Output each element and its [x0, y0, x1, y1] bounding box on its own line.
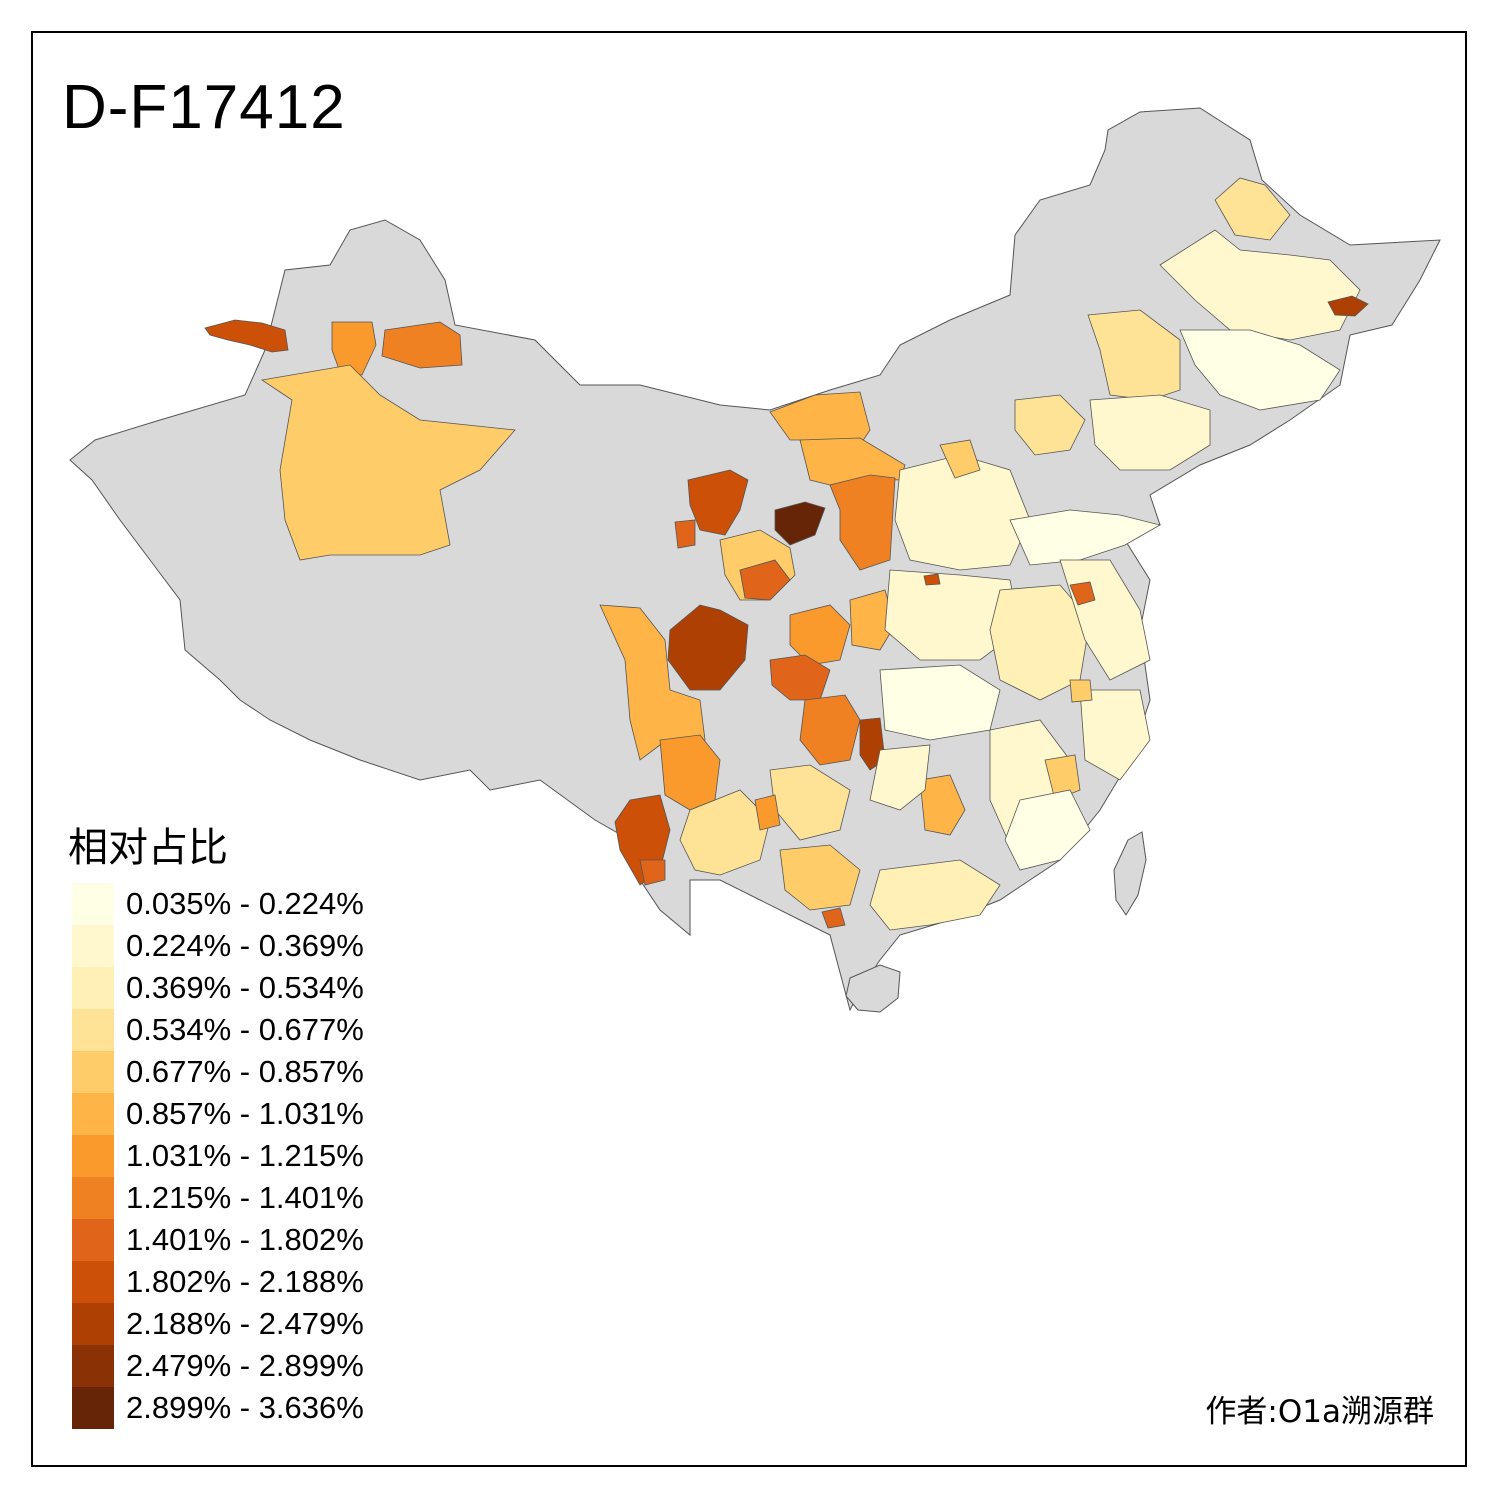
legend-label: 0.857% - 1.031%: [126, 1096, 364, 1131]
region-fujian: [1004, 789, 1091, 871]
region-guizhou-b: [754, 794, 781, 831]
legend-label: 1.401% - 1.802%: [126, 1222, 364, 1257]
region-zhejiang: [1079, 689, 1151, 781]
legend: 0.035% - 0.224% 0.224% - 0.369% 0.369% -…: [72, 883, 364, 1429]
region-yunnan-center: [679, 789, 771, 876]
region-guangdong: [869, 859, 1001, 931]
taiwan-island: [1113, 831, 1147, 916]
region-heilongjiang: [1159, 229, 1361, 341]
hainan-island: [845, 964, 901, 1013]
map-title: D-F17412: [62, 73, 346, 142]
region-gansu-small: [674, 519, 696, 549]
region-anhui-b: [1069, 679, 1093, 703]
region-beihai: [821, 907, 846, 929]
region-bortala: [204, 319, 289, 353]
region-yushu: [667, 604, 749, 691]
legend-item: 0.369% - 0.534%: [72, 967, 364, 1009]
region-hulunbuir: [1087, 309, 1181, 401]
region-longnan: [739, 559, 791, 601]
legend-label: 2.188% - 2.479%: [126, 1306, 364, 1341]
legend-item: 0.534% - 0.677%: [72, 1009, 364, 1051]
region-wuhai: [774, 501, 826, 546]
legend-label: 0.369% - 0.534%: [126, 970, 364, 1005]
region-anhui: [989, 584, 1091, 701]
legend-swatch: [72, 1009, 114, 1051]
legend-swatch: [72, 925, 114, 967]
region-shanxi-a: [849, 589, 896, 651]
legend-item: 2.479% - 2.899%: [72, 1345, 364, 1387]
region-altay: [381, 321, 463, 369]
legend-label: 1.802% - 2.188%: [126, 1264, 364, 1299]
region-dehong: [639, 859, 666, 886]
region-chifeng: [1014, 394, 1086, 456]
legend-item: 1.215% - 1.401%: [72, 1177, 364, 1219]
legend-swatch: [72, 1303, 114, 1345]
region-jiuquan: [687, 469, 749, 536]
legend-label: 0.035% - 0.224%: [126, 886, 364, 921]
region-zhangjiakou: [939, 439, 981, 479]
region-shandong: [1009, 509, 1162, 566]
legend-swatch: [72, 1219, 114, 1261]
region-shaanxi-a: [789, 604, 851, 666]
region-alxa-a: [769, 391, 871, 446]
region-guangxi: [779, 844, 861, 911]
legend-swatch: [72, 1261, 114, 1303]
legend-item: 0.677% - 0.857%: [72, 1051, 364, 1093]
legend-label: 0.534% - 0.677%: [126, 1012, 364, 1047]
legend-label: 0.224% - 0.369%: [126, 928, 364, 963]
legend-item: 1.031% - 1.215%: [72, 1135, 364, 1177]
region-daxinganling: [1214, 177, 1291, 241]
region-shanxi-small: [923, 573, 941, 586]
legend-item: 0.857% - 1.031%: [72, 1093, 364, 1135]
legend-label: 2.899% - 3.636%: [126, 1390, 364, 1425]
legend-swatch: [72, 967, 114, 1009]
legend-swatch: [72, 883, 114, 925]
region-jixi: [1327, 295, 1369, 317]
legend-label: 2.479% - 2.899%: [126, 1348, 364, 1383]
legend-swatch: [72, 1177, 114, 1219]
region-bayingolin: [260, 364, 516, 561]
region-ordos: [829, 474, 896, 571]
legend-label: 1.031% - 1.215%: [126, 1138, 364, 1173]
legend-label: 1.215% - 1.401%: [126, 1180, 364, 1215]
region-chongqing: [799, 694, 861, 766]
legend-swatch: [72, 1093, 114, 1135]
legend-item: 2.188% - 2.479%: [72, 1303, 364, 1345]
author-credit: 作者:O1a溯源群: [1205, 1394, 1434, 1430]
legend-swatch: [72, 1387, 114, 1429]
region-jiangxi-b: [1044, 754, 1081, 801]
region-hunan: [919, 774, 966, 836]
legend-swatch: [72, 1345, 114, 1387]
legend-item: 0.035% - 0.224%: [72, 883, 364, 925]
legend-item: 2.899% - 3.636%: [72, 1387, 364, 1429]
legend-label: 0.677% - 0.857%: [126, 1054, 364, 1089]
region-lianyungang: [1069, 581, 1096, 606]
region-jilin: [1179, 329, 1341, 411]
legend-swatch: [72, 1051, 114, 1093]
legend-title: 相对占比: [68, 825, 228, 871]
legend-item: 1.802% - 2.188%: [72, 1261, 364, 1303]
region-liaoning: [1089, 394, 1211, 471]
region-hunan-b: [869, 744, 931, 811]
legend-item: 1.401% - 1.802%: [72, 1219, 364, 1261]
map-frame: [31, 31, 1467, 1467]
legend-swatch: [72, 1135, 114, 1177]
legend-item: 0.224% - 0.369%: [72, 925, 364, 967]
region-tacheng: [331, 321, 377, 376]
